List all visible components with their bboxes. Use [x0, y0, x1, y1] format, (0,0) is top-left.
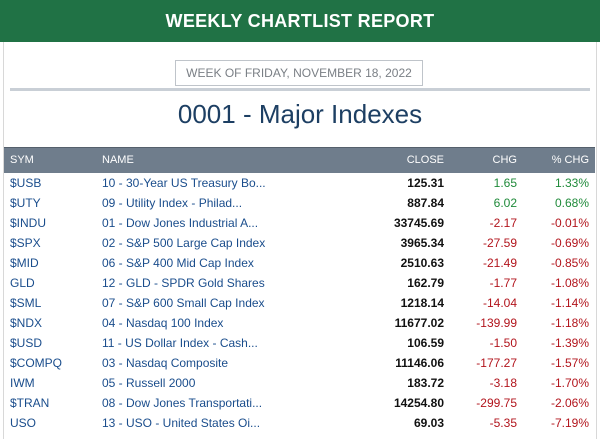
symbol-link[interactable]: $UTY: [10, 196, 41, 210]
divider: [10, 88, 590, 91]
name-link[interactable]: 12 - GLD - SPDR Gold Shares: [102, 276, 265, 290]
close-value: 69.03: [413, 416, 444, 430]
header-pct-chg[interactable]: % CHG: [551, 154, 589, 166]
symbol-link[interactable]: $TRAN: [10, 396, 50, 410]
name-link[interactable]: 07 - S&P 600 Small Cap Index: [102, 296, 265, 310]
percent-change-value: -0.01%: [550, 216, 589, 230]
table-row[interactable]: $SPX 02 - S&P 500 Large Cap Index 3965.34 -…: [4, 233, 595, 253]
name-link[interactable]: 09 - Utility Index - Philad...: [102, 196, 243, 210]
header-close[interactable]: CLOSE: [406, 154, 444, 166]
symbol-link[interactable]: IWM: [10, 376, 35, 390]
name-link[interactable]: 05 - Russell 2000: [102, 376, 196, 390]
close-value: 162.79: [407, 276, 444, 290]
table-row[interactable]: $COMPQ 03 - Nasdaq Composite 11146.06 -177.…: [4, 353, 595, 373]
left-border: [3, 42, 4, 439]
close-value: 11146.06: [395, 356, 444, 370]
close-value: 183.72: [407, 376, 444, 390]
name-link[interactable]: 01 - Dow Jones Industrial A...: [102, 216, 259, 230]
table-row[interactable]: IWM 05 - Russell 2000 183.72 -3.18 -1.70%: [4, 373, 595, 393]
symbol-link[interactable]: $COMPQ: [10, 356, 63, 370]
percent-change-value: 0.68%: [554, 196, 589, 210]
table-row[interactable]: $USD 11 - US Dollar Index - Cash... 106.59…: [4, 333, 595, 353]
table-row[interactable]: GLD 12 - GLD - SPDR Gold Shares 162.79 -1.7…: [4, 273, 595, 293]
change-value: -177.27: [476, 356, 517, 370]
close-value: 125.31: [407, 176, 444, 190]
percent-change-value: -1.18%: [550, 316, 589, 330]
close-value: 2510.63: [400, 256, 444, 270]
percent-change-value: -1.08%: [550, 276, 589, 290]
symbol-link[interactable]: $USB: [10, 176, 42, 190]
symbol-link[interactable]: $NDX: [10, 316, 43, 330]
name-link[interactable]: 03 - Nasdaq Composite: [102, 356, 229, 370]
symbol-link[interactable]: GLD: [10, 276, 35, 290]
percent-change-value: -1.57%: [550, 356, 589, 370]
symbol-link[interactable]: $INDU: [10, 216, 47, 230]
change-value: 6.02: [493, 196, 517, 210]
change-value: -27.59: [482, 236, 517, 250]
name-link[interactable]: 11 - US Dollar Index - Cash...: [102, 336, 258, 350]
percent-change-value: -1.14%: [550, 296, 589, 310]
right-border: [596, 42, 597, 439]
table-row[interactable]: $MID 06 - S&P 400 Mid Cap Index 2510.63 -21…: [4, 253, 595, 273]
name-link[interactable]: 06 - S&P 400 Mid Cap Index: [102, 256, 254, 270]
table-row[interactable]: $USB 10 - 30-Year US Treasury Bo... 125.31…: [4, 173, 595, 193]
header-sym[interactable]: SYM: [10, 154, 34, 166]
close-value: 106.59: [407, 336, 444, 350]
percent-change-value: -0.69%: [550, 236, 589, 250]
table-row[interactable]: $NDX 04 - Nasdaq 100 Index 11677.02 -139.99…: [4, 313, 595, 333]
change-value: -2.17: [489, 216, 517, 230]
table-row[interactable]: USO 13 - USO - United States Oi... 69.03 -5…: [4, 413, 595, 433]
table-row[interactable]: $UTY 09 - Utility Index - Philad... 887.84…: [4, 193, 595, 213]
index-table: SYM NAME CLOSE CHG % CHG $USB 10 - 30-Yea…: [4, 147, 595, 433]
table-row[interactable]: $TRAN 08 - Dow Jones Transportati... 14254…: [4, 393, 595, 413]
name-link[interactable]: 02 - S&P 500 Large Cap Index: [102, 236, 266, 250]
close-value: 11677.02: [394, 316, 444, 330]
change-value: -5.35: [489, 416, 517, 430]
table-header: SYM NAME CLOSE CHG % CHG: [4, 147, 595, 173]
percent-change-value: 1.33%: [554, 176, 589, 190]
name-link[interactable]: 13 - USO - United States Oi...: [102, 416, 261, 430]
close-value: 1218.14: [400, 296, 444, 310]
header-chg[interactable]: CHG: [492, 154, 517, 166]
report-banner: WEEKLY CHARTLIST REPORT: [0, 0, 600, 42]
week-label: WEEK OF FRIDAY, NOVEMBER 18, 2022: [175, 60, 423, 86]
close-value: 14254.80: [393, 396, 444, 410]
table-row[interactable]: $INDU 01 - Dow Jones Industrial A... 33745…: [4, 213, 595, 233]
name-link[interactable]: 10 - 30-Year US Treasury Bo...: [102, 176, 266, 190]
change-value: -14.04: [482, 296, 517, 310]
change-value: -299.75: [476, 396, 517, 410]
percent-change-value: -1.70%: [550, 376, 589, 390]
change-value: -21.49: [482, 256, 517, 270]
change-value: -3.18: [489, 376, 517, 390]
change-value: 1.65: [493, 176, 517, 190]
table-row[interactable]: $SML 07 - S&P 600 Small Cap Index 1218.14 -…: [4, 293, 595, 313]
percent-change-value: -2.06%: [550, 396, 589, 410]
header-name[interactable]: NAME: [102, 154, 134, 166]
change-value: -139.99: [476, 316, 517, 330]
name-link[interactable]: 08 - Dow Jones Transportati...: [102, 396, 263, 410]
percent-change-value: -7.19%: [550, 416, 589, 430]
symbol-link[interactable]: USO: [10, 416, 37, 430]
banner-title: WEEKLY CHARTLIST REPORT: [165, 10, 435, 31]
symbol-link[interactable]: $SPX: [10, 236, 41, 250]
table-body: $USB 10 - 30-Year US Treasury Bo... 125.31…: [4, 173, 595, 433]
name-link[interactable]: 04 - Nasdaq 100 Index: [102, 316, 224, 330]
close-value: 887.84: [407, 196, 444, 210]
change-value: -1.77: [489, 276, 517, 290]
chartlist-title: 0001 - Major Indexes: [177, 99, 423, 129]
change-value: -1.50: [489, 336, 517, 350]
close-value: 3965.34: [400, 236, 444, 250]
symbol-link[interactable]: $SML: [10, 296, 42, 310]
percent-change-value: -0.85%: [550, 256, 589, 270]
percent-change-value: -1.39%: [550, 336, 589, 350]
symbol-link[interactable]: $MID: [10, 256, 39, 270]
close-value: 33745.69: [393, 216, 444, 230]
symbol-link[interactable]: $USD: [10, 336, 43, 350]
